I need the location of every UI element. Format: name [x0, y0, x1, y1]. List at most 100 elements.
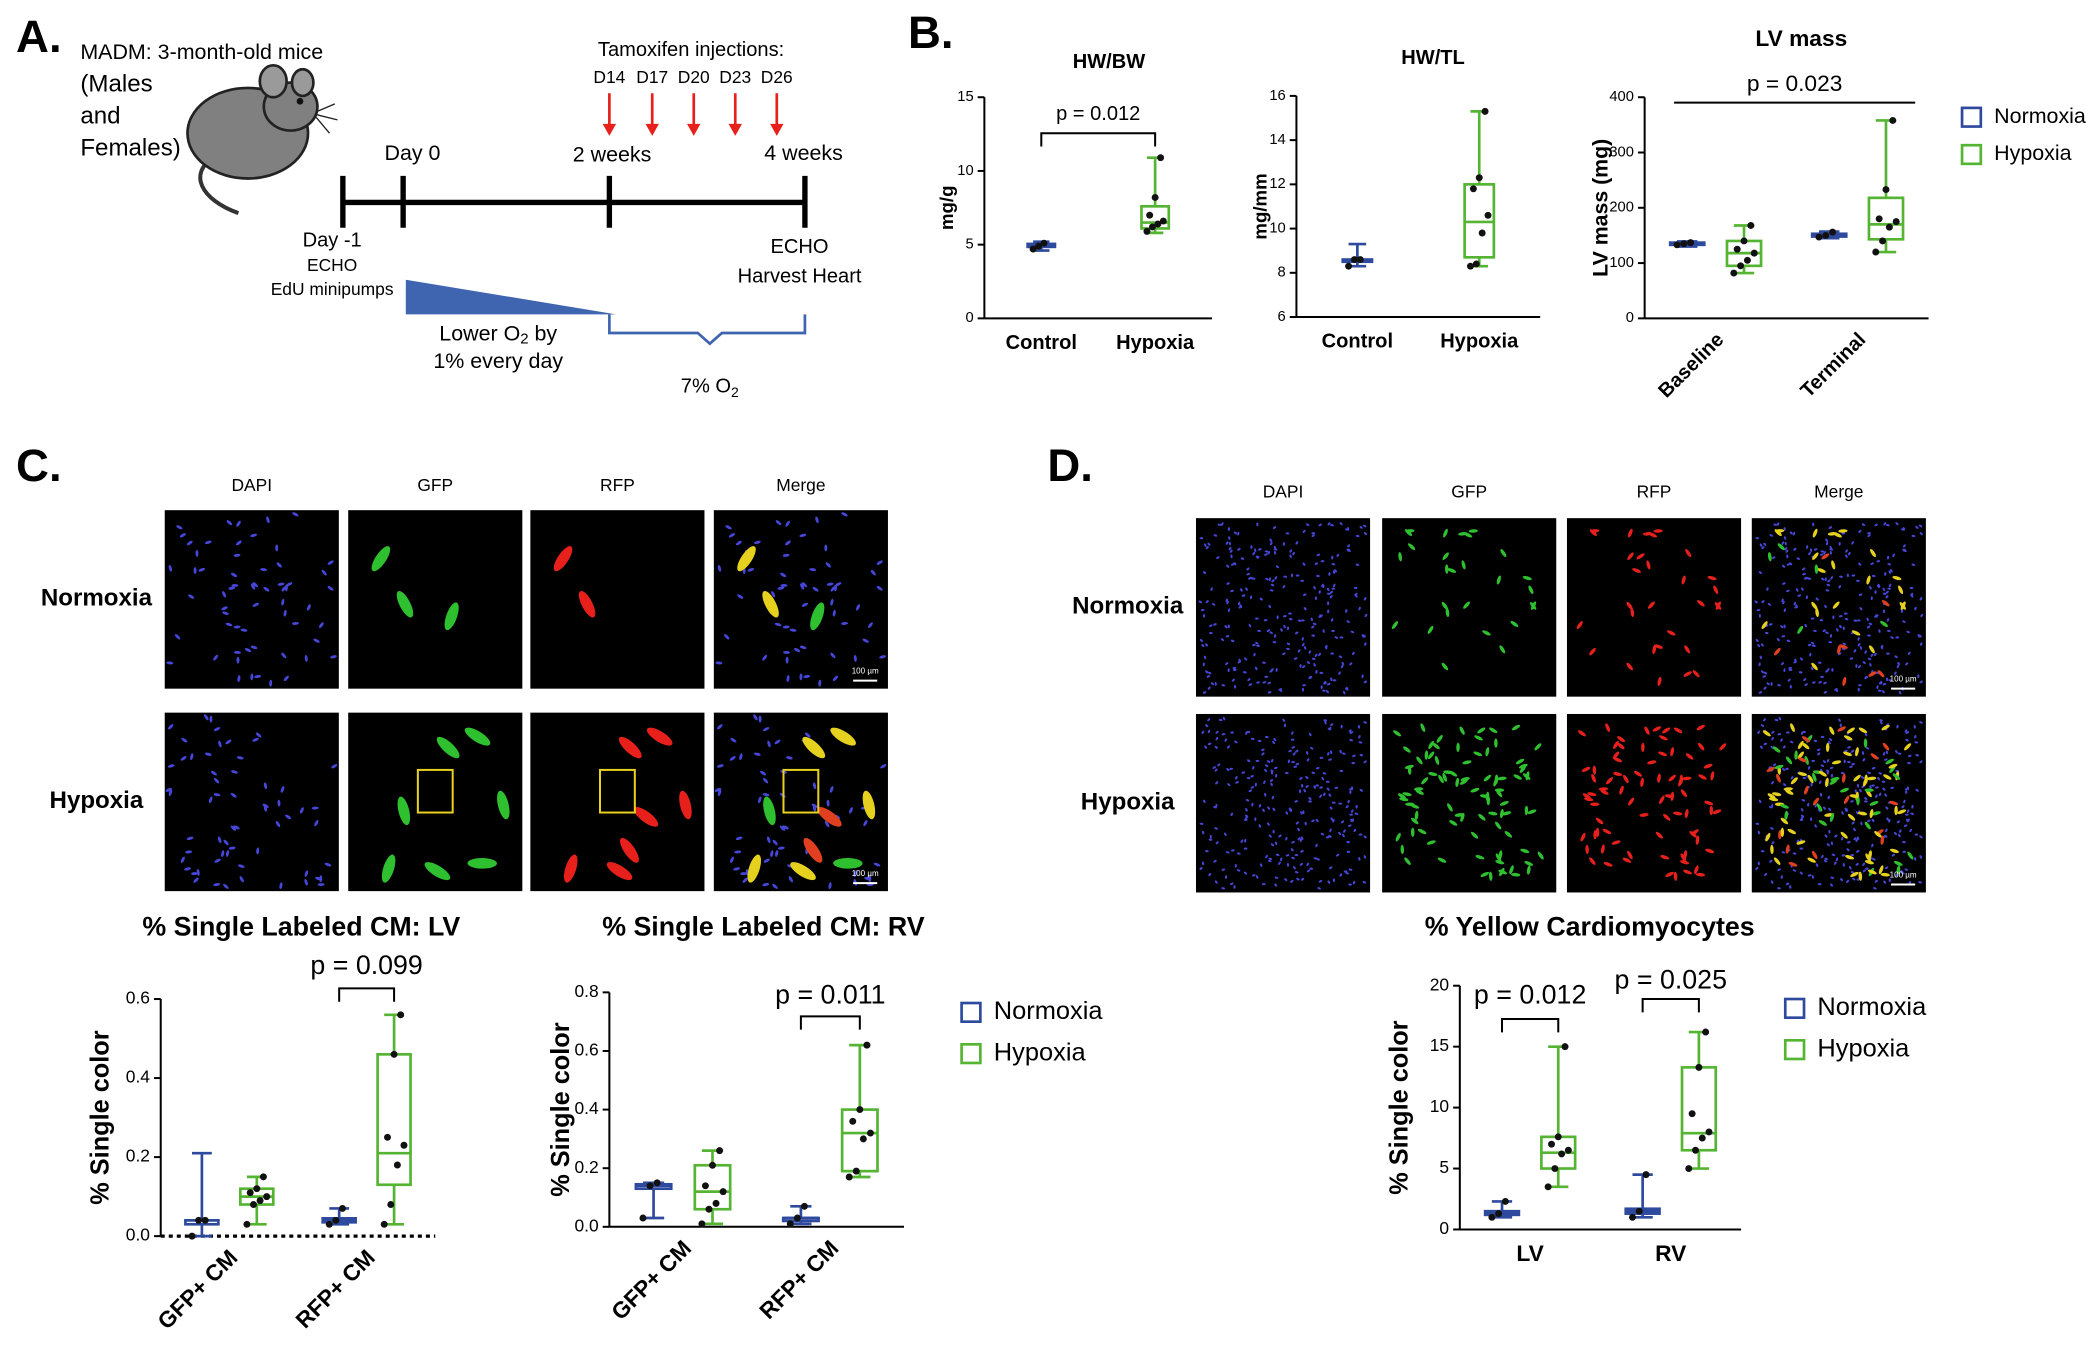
legend-swatch: [1960, 106, 1983, 128]
cell: [1528, 585, 1534, 595]
nucleus: [1230, 639, 1235, 643]
cell: [1462, 760, 1472, 765]
cell: [1510, 872, 1521, 877]
data-point: [856, 1106, 864, 1114]
nucleus: [1309, 732, 1312, 737]
label: Day 0: [385, 141, 441, 165]
nucleus: [1295, 762, 1300, 766]
nucleus: [1207, 686, 1211, 690]
nucleus: [1358, 734, 1361, 739]
nucleus: [1841, 854, 1846, 857]
nucleus: [1823, 691, 1828, 694]
nucleus: [1850, 871, 1855, 874]
cell: [1794, 750, 1798, 760]
cell: [1474, 735, 1483, 741]
nucleus: [1214, 768, 1218, 772]
nucleus: [1870, 596, 1873, 601]
nucleus: [775, 520, 782, 526]
cell: [1821, 553, 1830, 560]
cell: [1685, 549, 1692, 558]
cell: [1470, 787, 1480, 793]
nucleus: [1257, 739, 1262, 742]
cell: [1851, 630, 1861, 636]
nucleus: [1801, 731, 1804, 735]
nucleus: [1913, 724, 1916, 729]
cell: [1869, 800, 1879, 806]
cell: [1871, 811, 1881, 816]
nucleus: [230, 825, 237, 831]
nucleus: [225, 739, 232, 745]
cell: [1881, 724, 1890, 731]
label: % Single Labeled CM: RV: [602, 912, 925, 942]
nucleus: [1783, 527, 1786, 531]
cell: [1655, 831, 1664, 839]
nucleus: [1285, 532, 1290, 535]
label: D20: [678, 67, 710, 87]
nucleus: [804, 732, 811, 738]
cell: [1849, 794, 1859, 798]
label: Baseline: [1654, 329, 1728, 403]
cell: [1811, 601, 1818, 610]
nucleus: [1300, 850, 1304, 853]
nucleus: [304, 879, 308, 886]
cell: [1838, 529, 1848, 533]
nucleus: [1874, 614, 1879, 617]
nucleus: [1847, 746, 1851, 749]
cell: [1770, 844, 1774, 855]
nucleus: [1807, 766, 1811, 770]
nucleus: [1299, 863, 1304, 866]
nucleus: [1789, 885, 1792, 889]
nucleus: [1902, 620, 1906, 623]
nucleus: [1311, 819, 1315, 823]
cell: [606, 862, 633, 881]
nucleus: [853, 654, 857, 662]
label: HW/BW: [1073, 51, 1146, 73]
nucleus: [1201, 861, 1205, 866]
nucleus: [785, 520, 790, 527]
nucleus: [1759, 543, 1763, 547]
label: 0: [965, 310, 973, 326]
nucleus: [1205, 546, 1209, 550]
nucleus: [1780, 738, 1783, 742]
cell: [1627, 850, 1633, 860]
nucleus: [1350, 818, 1353, 823]
nucleus: [1302, 562, 1306, 566]
nucleus: [728, 533, 736, 538]
nucleus: [1215, 841, 1219, 845]
nucleus: [1334, 636, 1338, 639]
data-point: [639, 1214, 647, 1222]
nucleus: [1869, 662, 1872, 667]
nucleus: [1888, 878, 1891, 883]
nucleus: [1858, 529, 1862, 534]
nucleus: [1895, 522, 1899, 526]
nucleus: [1835, 857, 1839, 862]
nucleus: [1857, 687, 1860, 692]
nucleus: [1268, 857, 1273, 860]
nucleus: [1793, 547, 1797, 551]
nucleus: [835, 582, 842, 587]
cell: [1882, 742, 1890, 751]
nucleus: [321, 569, 327, 576]
nucleus: [1228, 536, 1231, 540]
label-part: by: [529, 321, 558, 345]
cell: [1689, 831, 1697, 838]
data-point: [1350, 256, 1358, 263]
nucleus: [1859, 788, 1862, 793]
nucleus: [1843, 759, 1846, 764]
nucleus: [222, 611, 229, 616]
nucleus: [1867, 819, 1871, 823]
cell: [1683, 850, 1688, 860]
nucleus: [250, 673, 254, 681]
nucleus: [789, 628, 797, 632]
nucleus: [1799, 847, 1804, 850]
data-point: [1885, 223, 1893, 231]
cell: [1534, 743, 1542, 751]
nucleus: [1325, 780, 1330, 783]
nucleus: [213, 882, 221, 887]
cell: [1864, 788, 1874, 792]
nucleus: [1271, 579, 1275, 583]
data-point: [253, 1185, 261, 1193]
nucleus: [1326, 690, 1329, 694]
label: Harvest Heart: [738, 265, 862, 287]
nucleus: [1784, 547, 1788, 551]
